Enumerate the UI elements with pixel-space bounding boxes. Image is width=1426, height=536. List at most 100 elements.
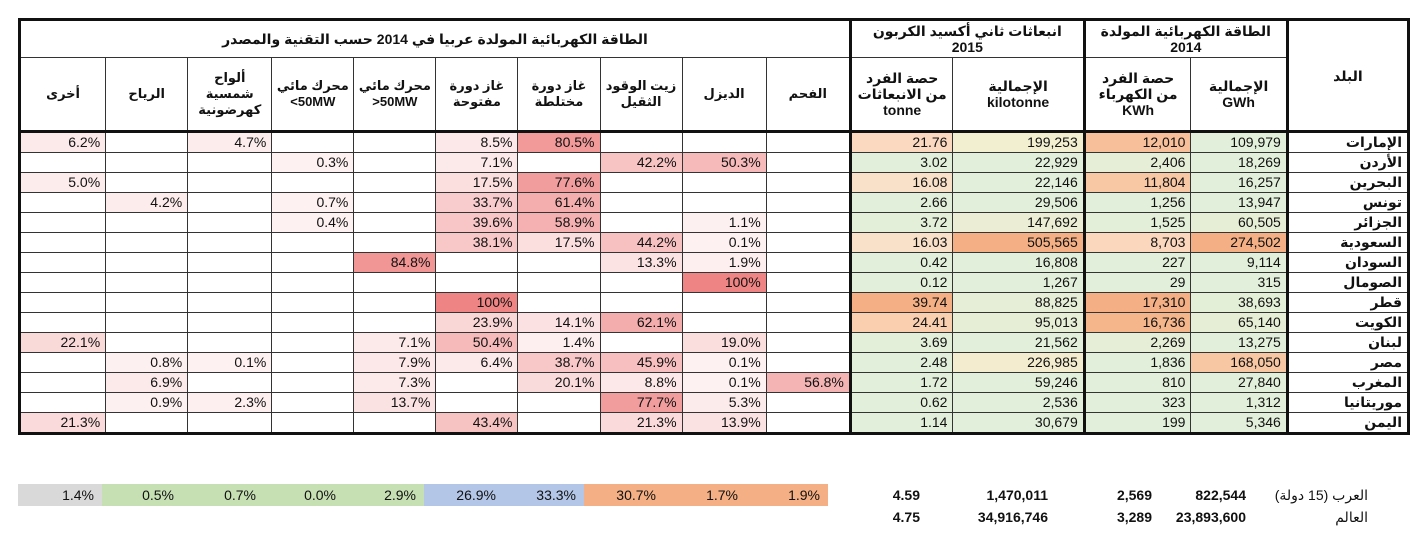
cell-source-hydro-small: [271, 352, 355, 373]
cell-source-hydro-small: 0.4%: [271, 212, 355, 233]
summary-source-hydro-large: 2.9%: [344, 484, 424, 506]
summary-source-hydro-small: 0.0%: [264, 484, 344, 506]
summary-source-coal: 1.9%: [746, 484, 828, 506]
cell-co2-per-capita: 1.72: [849, 372, 954, 393]
header-group-gen: الطاقة الكهربائية المولدة 2014: [1083, 18, 1289, 58]
cell-source-combined-cycle-gas: [517, 272, 601, 293]
table-row: 100% 0.12 1,267 29 315 الصومال: [17, 272, 1411, 293]
cell-source-coal: 56.8%: [765, 372, 852, 393]
cell-gen-per-capita: 8,703: [1083, 232, 1192, 253]
cell-source-hydro-large: 13.7%: [353, 392, 437, 413]
cell-gen-per-capita: 199: [1083, 412, 1192, 435]
summary-co2-per-capita: 4.59: [892, 487, 920, 503]
header-source-heavy-fuel-oil: زيت الوقود الثقيل: [599, 57, 683, 133]
cell-gen-total: 13,947: [1190, 192, 1289, 213]
cell-source-heavy-fuel-oil: [599, 212, 683, 233]
summary-co2-total: 1,470,011: [986, 487, 1048, 503]
cell-source-diesel: [681, 131, 767, 153]
cell-source-heavy-fuel-oil: [599, 192, 683, 213]
cell-source-coal: [765, 152, 852, 173]
cell-gen-total: 168,050: [1190, 352, 1289, 373]
cell-gen-total: 18,269: [1190, 152, 1289, 173]
cell-source-open-cycle-gas: 17.5%: [435, 172, 519, 193]
cell-co2-total: 22,929: [952, 152, 1086, 173]
cell-source-combined-cycle-gas: [517, 412, 601, 435]
cell-co2-per-capita: 21.76: [849, 131, 954, 153]
cell-source-combined-cycle-gas: 80.5%: [517, 131, 601, 153]
cell-source-heavy-fuel-oil: [599, 172, 683, 193]
summary-row-world: 4.75 34,916,746 3,289 23,893,600 العالم: [18, 506, 1410, 528]
cell-source-other: 22.1%: [17, 332, 107, 353]
cell-source-coal: [765, 292, 852, 313]
cell-co2-total: 30,679: [952, 412, 1086, 435]
header-country: البلد: [1286, 18, 1411, 133]
table-row: 21.3% 43.4% 21.3% 13.9% 1.14 30,679 199 5,346 ال…: [17, 412, 1411, 435]
cell-co2-per-capita: 3.69: [849, 332, 954, 353]
cell-source-heavy-fuel-oil: 77.7%: [599, 392, 683, 413]
table-row: 0.9% 2.3% 13.7% 77.7% 5.3% 0.62 2,536 323 1,312 م…: [17, 392, 1411, 413]
header-source-solar: ألواح شمسية كهرضونية: [187, 57, 273, 133]
table-row: 23.9% 14.1% 62.1% 24.41 95,013 16,736 65,140 ال…: [17, 312, 1411, 333]
header-gen-total: الإجمالية GWh: [1190, 57, 1289, 133]
cell-source-solar: [187, 312, 273, 333]
cell-source-hydro-small: [271, 131, 355, 153]
cell-source-other: [17, 272, 107, 293]
cell-source-open-cycle-gas: [435, 372, 519, 393]
cell-source-open-cycle-gas: 8.5%: [435, 131, 519, 153]
cell-source-diesel: 0.1%: [681, 232, 767, 253]
cell-co2-per-capita: 16.03: [849, 232, 954, 253]
summary-source-hydro-large: [344, 506, 424, 528]
cell-co2-per-capita: 1.14: [849, 412, 954, 435]
cell-source-solar: [187, 172, 273, 193]
cell-source-wind: [105, 232, 189, 253]
cell-source-hydro-small: 0.3%: [271, 152, 355, 173]
cell-gen-total: 315: [1190, 272, 1289, 293]
cell-co2-total: 22,146: [952, 172, 1086, 193]
cell-source-other: [17, 232, 107, 253]
cell-country: الجزائر: [1286, 212, 1411, 233]
cell-source-other: [17, 152, 107, 173]
table-row: 6.2% 4.7% 8.5% 80.5% 21.76 199,253 12,010 109,9…: [17, 131, 1411, 153]
cell-source-coal: [765, 252, 852, 273]
summary-source-coal: [746, 506, 828, 528]
cell-source-wind: [105, 272, 189, 293]
cell-source-coal: [765, 352, 852, 373]
cell-source-diesel: [681, 312, 767, 333]
cell-source-heavy-fuel-oil: 21.3%: [599, 412, 683, 435]
cell-source-hydro-large: 84.8%: [353, 252, 437, 273]
cell-co2-per-capita: 0.62: [849, 392, 954, 413]
cell-source-solar: [187, 372, 273, 393]
cell-gen-per-capita: 17,310: [1083, 292, 1192, 313]
summary-gen-total: 822,544: [1195, 487, 1246, 503]
cell-co2-per-capita: 3.72: [849, 212, 954, 233]
cell-source-other: [17, 312, 107, 333]
cell-source-solar: 2.3%: [187, 392, 273, 413]
table-row: 0.8% 0.1% 7.9% 6.4% 38.7% 45.9% 0.1% 2.48 226,98…: [17, 352, 1411, 373]
header-source-hydro-large: محرك مائي 50MW<: [353, 57, 437, 133]
cell-source-open-cycle-gas: 43.4%: [435, 412, 519, 435]
cell-source-heavy-fuel-oil: [599, 272, 683, 293]
summary-source-wind: 0.5%: [102, 484, 182, 506]
table-row: 4.2% 0.7% 33.7% 61.4% 2.66 29,506 1,256 13,947 ت…: [17, 192, 1411, 213]
cell-source-wind: [105, 172, 189, 193]
cell-gen-total: 274,502: [1190, 232, 1289, 253]
cell-source-hydro-small: [271, 172, 355, 193]
cell-source-combined-cycle-gas: [517, 252, 601, 273]
summary-co2-per-capita: 4.75: [892, 509, 920, 525]
cell-source-solar: [187, 232, 273, 253]
cell-source-solar: 4.7%: [187, 131, 273, 153]
cell-country: مصر: [1286, 352, 1411, 373]
cell-source-coal: [765, 392, 852, 413]
data-table-wrapper: الطاقة الكهربائية المولدة عربيا في 2014 …: [17, 18, 1411, 435]
summary-source-solar: 0.7%: [182, 484, 264, 506]
cell-source-hydro-large: [353, 232, 437, 253]
cell-gen-per-capita: 29: [1083, 272, 1192, 293]
cell-source-wind: 0.8%: [105, 352, 189, 373]
cell-source-other: [17, 372, 107, 393]
header-source-coal: الفحم: [765, 57, 852, 133]
cell-co2-total: 95,013: [952, 312, 1086, 333]
cell-source-diesel: 1.9%: [681, 252, 767, 273]
summary-label: العالم: [1335, 509, 1368, 525]
cell-source-hydro-small: 0.7%: [271, 192, 355, 213]
cell-source-other: [17, 352, 107, 373]
